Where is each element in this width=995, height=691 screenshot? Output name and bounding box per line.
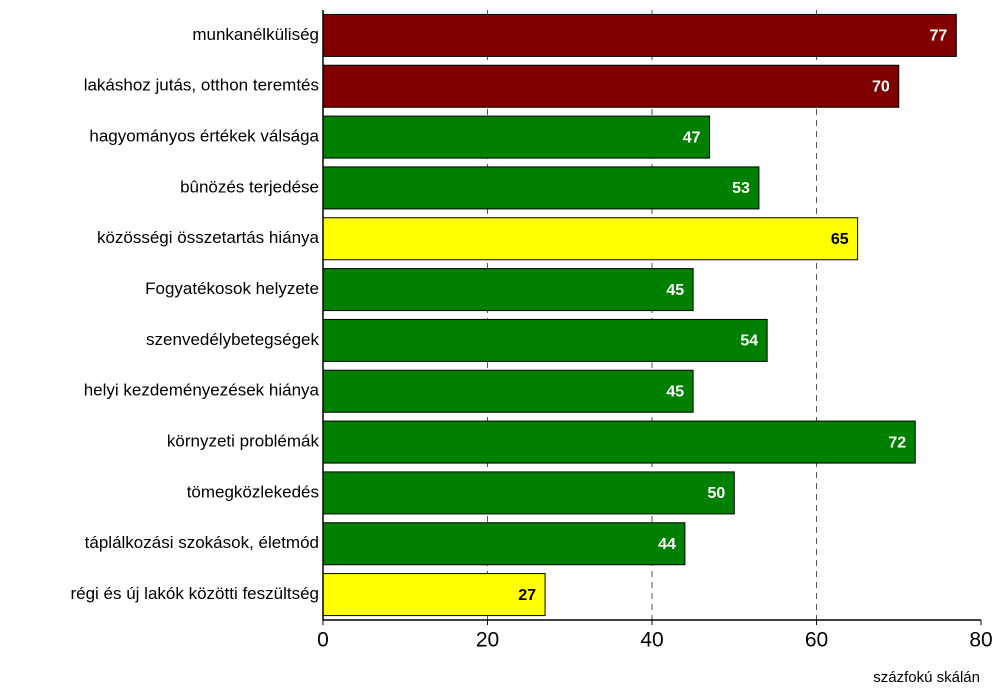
category-label: bûnözés terjedése: [180, 177, 319, 196]
value-label: 70: [872, 78, 890, 95]
x-tick-label: 60: [805, 629, 828, 652]
bar: [322, 318, 768, 362]
category-label: tömegközlekedés: [187, 482, 319, 501]
bar: [322, 369, 694, 413]
category-label: környzeti problémák: [167, 432, 320, 451]
value-label: 47: [683, 129, 701, 146]
bar: [322, 471, 735, 515]
value-label: 50: [707, 485, 725, 502]
value-label: 53: [732, 180, 750, 197]
value-label: 54: [740, 333, 758, 350]
bar: [322, 166, 760, 210]
category-label: Fogyatékosok helyzete: [145, 279, 319, 298]
value-label: 45: [666, 383, 684, 400]
x-tick-label: 40: [640, 629, 663, 652]
category-label: lakáshoz jutás, otthon teremtés: [84, 76, 319, 95]
category-label: szenvedélybetegségek: [146, 330, 319, 349]
value-label: 45: [666, 282, 684, 299]
bar: [322, 522, 686, 566]
category-label: hagyományos értékek válsága: [89, 127, 319, 146]
value-label: 44: [658, 536, 676, 553]
category-label: régi és új lakók közötti feszültség: [70, 584, 319, 603]
bar: [322, 115, 711, 159]
bar: [322, 420, 916, 464]
category-label: munkanélküliség: [192, 25, 319, 44]
x-axis-label: százfokú skálán: [873, 669, 980, 686]
category-label: helyi kezdeményezések hiánya: [84, 381, 320, 400]
x-tick-label: 80: [969, 629, 992, 652]
bar: [322, 268, 694, 312]
value-label: 65: [831, 231, 849, 248]
bar: [322, 13, 957, 57]
value-label: 72: [888, 434, 906, 451]
category-label: közösségi összetartás hiánya: [97, 228, 320, 247]
bar: [322, 573, 546, 617]
x-tick-label: 0: [317, 629, 329, 652]
value-label: 77: [930, 28, 948, 45]
category-label: táplálkozási szokások, életmód: [85, 533, 319, 552]
bar: [322, 217, 859, 261]
bar: [322, 64, 900, 108]
x-tick-label: 20: [476, 629, 499, 652]
value-label: 27: [518, 587, 536, 604]
